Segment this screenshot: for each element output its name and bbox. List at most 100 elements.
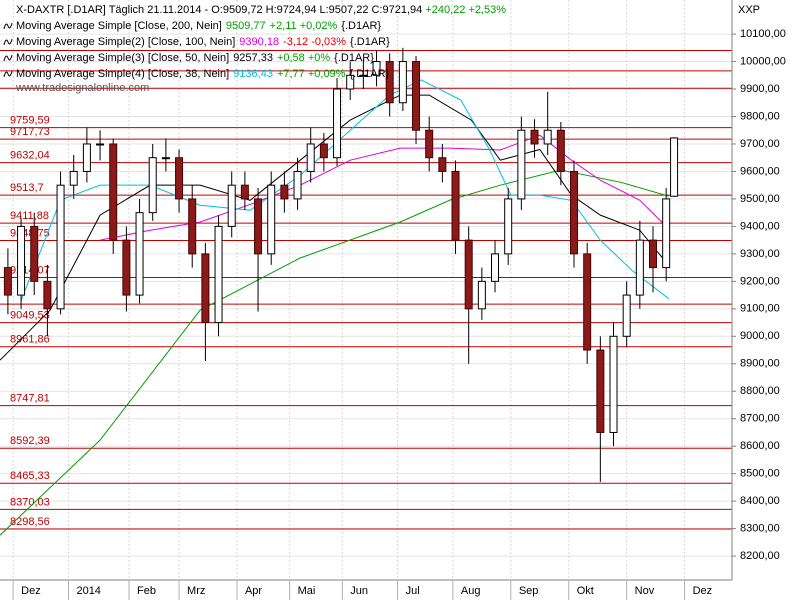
candle-body <box>517 129 526 200</box>
candle-body <box>280 184 289 200</box>
level-label: 8370,03 <box>10 496 50 508</box>
candle-body <box>43 280 52 310</box>
x-tick-label: Okt <box>577 585 594 597</box>
candle-body <box>556 129 565 172</box>
level-label: 9049,53 <box>10 310 50 322</box>
level-label: 8961,86 <box>10 334 50 346</box>
y-tick-label: 9100,00 <box>740 303 780 315</box>
y-tick-label: 9200,00 <box>740 275 780 287</box>
level-label: 9348,75 <box>10 227 50 239</box>
legend-icon <box>3 70 13 78</box>
candle-body <box>148 157 157 214</box>
candle-body <box>670 137 679 197</box>
candle-body <box>56 184 65 310</box>
candle-body <box>240 184 249 200</box>
change: +240,22 +2,53% <box>425 4 506 16</box>
candle-body <box>82 143 91 172</box>
candle-body <box>662 198 671 269</box>
candle-body <box>359 74 368 77</box>
candle-body <box>425 129 434 159</box>
candle-body <box>214 225 223 324</box>
y-tick-label: 8300,00 <box>740 523 780 535</box>
y-tick-label: 9600,00 <box>740 165 780 177</box>
legend-entry: Moving Average Simple(2) [Close, 100, Ne… <box>16 36 390 48</box>
x-tick-label: Mrz <box>187 585 205 597</box>
candle-body <box>543 129 552 145</box>
candle-body <box>609 335 618 433</box>
ma-line <box>0 169 669 536</box>
candle-body <box>69 170 78 186</box>
y-tick-label: 9400,00 <box>740 220 780 232</box>
level-label: 8298,56 <box>10 516 50 528</box>
level-label: 9411,88 <box>10 210 49 222</box>
legend-last: 9257,33 <box>233 52 273 64</box>
candles <box>3 47 679 482</box>
x-tick-label: Apr <box>245 585 262 597</box>
currency: XXP <box>738 4 760 16</box>
y-tick-label: 9900,00 <box>740 83 780 95</box>
x-tick-label: Jul <box>406 585 420 597</box>
candle-body <box>451 170 460 241</box>
candle-body <box>504 198 513 255</box>
legend-change: +7,77 +0,09% <box>277 68 346 80</box>
legend-name: Moving Average Simple(3) [Close, 50, Nei… <box>16 52 229 64</box>
legend-icon <box>3 54 13 62</box>
candle-body <box>227 184 236 227</box>
legend-name: Moving Average Simple(4) [Close, 38, Nei… <box>16 68 229 80</box>
y-tick-label: 9800,00 <box>740 110 780 122</box>
candle-body <box>385 61 394 104</box>
candle-body <box>649 239 658 269</box>
candle-body <box>188 198 197 255</box>
candle-body <box>596 349 605 433</box>
legend-name: Moving Average Simple [Close, 200, Nein] <box>16 20 222 32</box>
x-tick-label: Aug <box>461 585 481 597</box>
y-tick-label: 10100,00 <box>740 28 786 40</box>
x-tick-label: Nov <box>635 585 655 597</box>
candle-body <box>477 280 486 310</box>
candle-body <box>333 88 342 159</box>
level-label: 9717,73 <box>10 126 50 138</box>
candle-body <box>201 253 210 324</box>
x-tick-label: Feb <box>137 585 156 597</box>
candle-body <box>398 61 407 104</box>
legend-icon <box>3 38 13 46</box>
candle-body <box>412 61 421 131</box>
level-label: 9513,7 <box>10 182 44 194</box>
grid <box>0 0 732 580</box>
candle-body <box>306 143 315 172</box>
y-tick-label: 9500,00 <box>740 193 780 205</box>
legend-last: 9136,43 <box>233 68 273 80</box>
legend-name: Moving Average Simple(2) [Close, 100, Ne… <box>16 36 235 48</box>
y-tick-label: 8700,00 <box>740 413 780 425</box>
y-tick-label: 8900,00 <box>740 358 780 370</box>
candle-body <box>161 157 170 160</box>
candle-body <box>635 239 644 296</box>
x-tick-label: 2014 <box>76 585 100 597</box>
candle-body <box>109 143 118 241</box>
level-label: 8592,39 <box>10 435 50 447</box>
symbol: X-DAXTR [.D1AR] Täglich 21.11.2014 - <box>16 4 209 16</box>
candle-body <box>17 225 26 296</box>
legend-change: +0,58 +0% <box>277 52 330 64</box>
legend-last: 9390,18 <box>239 36 279 48</box>
candle-body <box>30 225 39 282</box>
legend-entry: Moving Average Simple(4) [Close, 38, Nei… <box>16 68 390 80</box>
legend-suffix: {.D1AR} <box>334 52 374 64</box>
legend-change: +2,11 +0,02% <box>270 20 338 32</box>
candle-body <box>267 184 276 255</box>
legend-suffix: {.D1AR} <box>350 36 390 48</box>
header-line: X-DAXTR [.D1AR] Täglich 21.11.2014 - O:9… <box>16 4 506 16</box>
y-tick-label: 9300,00 <box>740 248 780 260</box>
candle-body <box>438 157 447 172</box>
candle-body <box>135 212 144 296</box>
level-label: 9759,59 <box>10 115 50 127</box>
y-tick-label: 8600,00 <box>740 440 780 452</box>
candle-body <box>491 253 500 282</box>
level-label: 9632,04 <box>10 150 50 162</box>
x-tick-label: Dez <box>21 585 41 597</box>
candle-body <box>346 74 355 90</box>
y-tick-label: 8400,00 <box>740 495 780 507</box>
x-tick-label: Jun <box>350 585 368 597</box>
